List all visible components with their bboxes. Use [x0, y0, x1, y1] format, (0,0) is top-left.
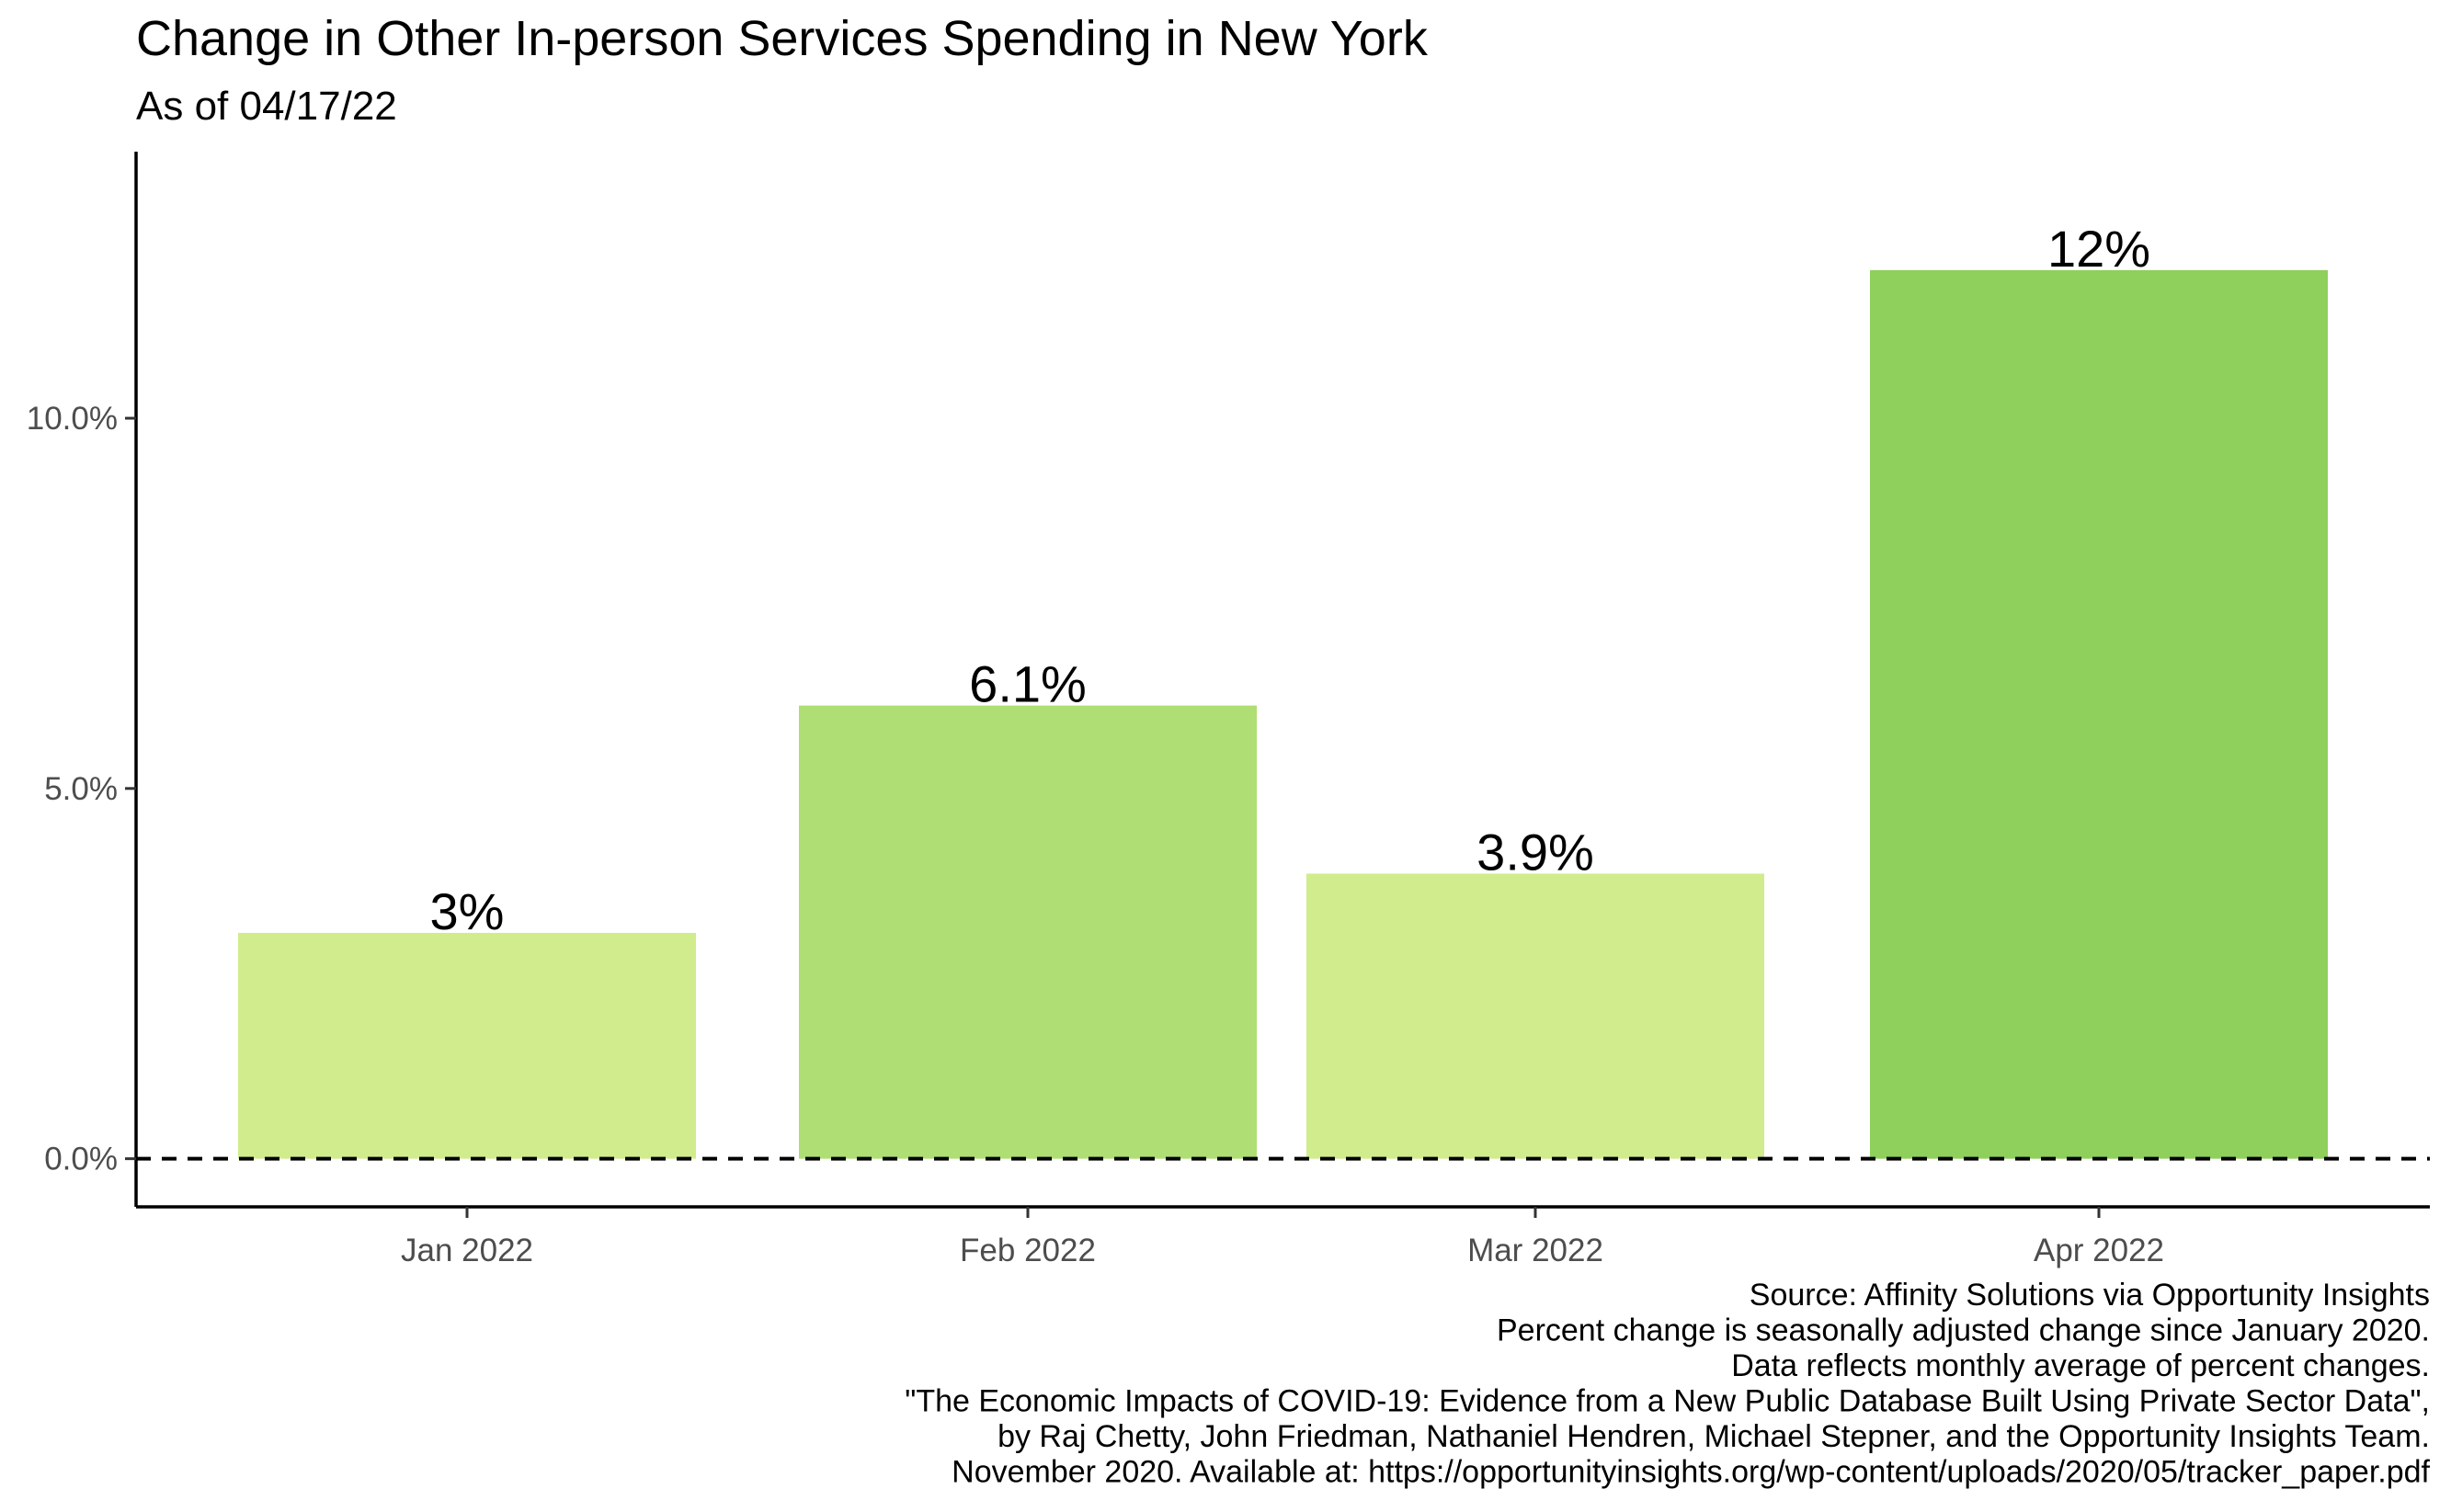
caption-line: November 2020. Available at: https://opp… — [952, 1455, 2430, 1490]
y-tick-label: 0.0% — [44, 1142, 118, 1177]
chart-title: Change in Other In-person Services Spend… — [136, 11, 1429, 66]
bar-value-label: 3.9% — [1476, 823, 1594, 881]
caption-line: Percent change is seasonally adjusted ch… — [1497, 1313, 2430, 1348]
bars-group — [238, 269, 2328, 1159]
x-tick-label: Apr 2022 — [2034, 1233, 2164, 1268]
chart-subtitle: As of 04/17/22 — [136, 84, 397, 129]
data-labels-group: 3% 6.1% 3.9% 12% — [430, 220, 2151, 940]
x-tick-label: Mar 2022 — [1467, 1233, 1603, 1268]
bar-value-label: 6.1% — [969, 655, 1087, 713]
bar-jan-2022 — [238, 932, 696, 1159]
caption-line: Data reflects monthly average of percent… — [1731, 1348, 2430, 1383]
bar-value-label: 3% — [430, 882, 505, 940]
caption-group: Source: Affinity Solutions via Opportuni… — [905, 1278, 2430, 1490]
x-tick-label: Feb 2022 — [960, 1233, 1096, 1268]
y-tick-label: 10.0% — [27, 401, 118, 437]
x-tick-label: Jan 2022 — [401, 1233, 533, 1268]
y-tick-label: 5.0% — [44, 771, 118, 807]
caption-line: Source: Affinity Solutions via Opportuni… — [1750, 1278, 2430, 1313]
axes-group: 0.0% 5.0% 10.0% Jan 2022 Feb 2022 Mar 2022 Apr… — [27, 152, 2430, 1268]
caption-line: "The Economic Impacts of COVID-19: Evide… — [905, 1384, 2430, 1419]
bar-mar-2022 — [1306, 873, 1764, 1159]
caption-line: by Raj Chetty, John Friedman, Nathaniel … — [998, 1419, 2430, 1454]
bar-apr-2022 — [1870, 269, 2328, 1159]
bar-feb-2022 — [799, 705, 1257, 1159]
bar-value-label: 12% — [2047, 220, 2150, 278]
